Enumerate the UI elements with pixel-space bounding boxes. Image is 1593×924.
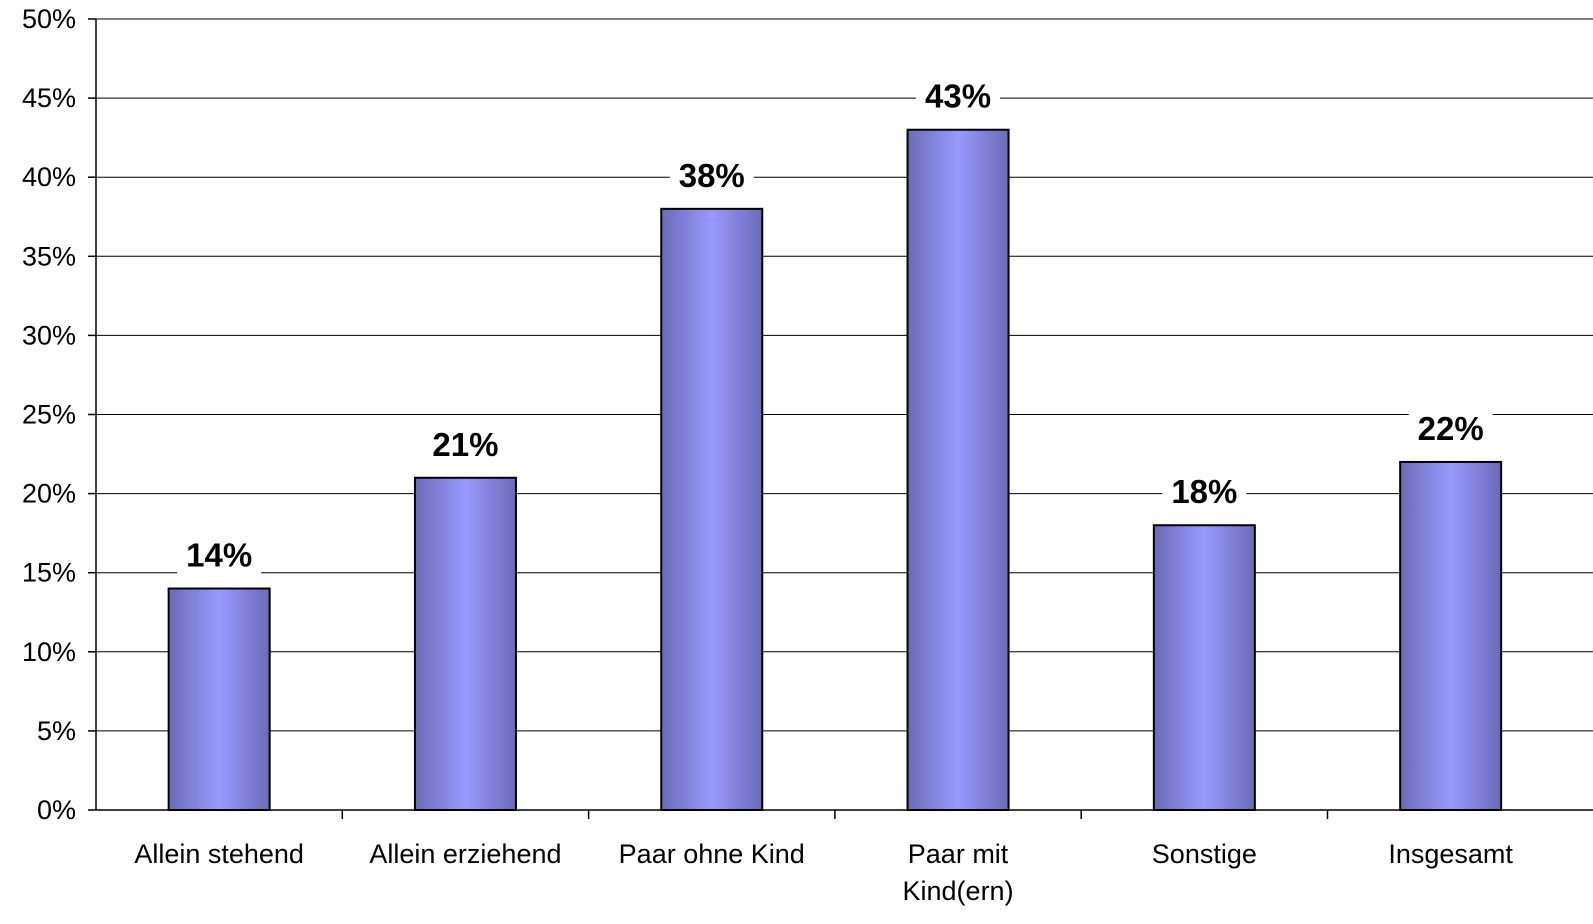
- bar: [1152, 524, 1256, 811]
- x-category-label-line: Allein erziehend: [369, 839, 561, 869]
- y-tick-label: 35%: [22, 241, 76, 271]
- x-category-label: Paar ohne Kind: [619, 839, 805, 869]
- bars: [167, 128, 1503, 812]
- x-category-label: Paar mit Kind(ern): [903, 839, 1014, 906]
- bar: [906, 128, 1010, 812]
- x-category-label: Allein stehend: [134, 839, 304, 869]
- x-category-label-line: Paar mit: [908, 839, 1009, 869]
- data-label-background: [423, 421, 508, 466]
- data-labels: 14% 21% 38% 43% 18% 22%: [177, 73, 1493, 577]
- y-tick-label: 40%: [22, 162, 76, 192]
- bar: [1399, 460, 1503, 811]
- x-category-label-line: Kind(ern): [903, 876, 1014, 906]
- y-tick-label: 10%: [22, 637, 76, 667]
- data-label-background: [1408, 405, 1493, 450]
- x-category-label: Insgesamt: [1388, 839, 1513, 869]
- y-tick-label: 0%: [37, 795, 76, 825]
- x-category-label-line: Insgesamt: [1388, 839, 1513, 869]
- bar: [167, 587, 271, 812]
- data-label: 22%: [1418, 410, 1484, 447]
- x-axis: Allein stehend Allein erziehend Paar ohne …: [95, 19, 1593, 906]
- y-tick-label: 45%: [22, 83, 76, 113]
- data-label-background: [669, 152, 754, 197]
- y-tick-label: 15%: [22, 558, 76, 588]
- data-label: 18%: [1171, 473, 1237, 510]
- data-label-background: [916, 73, 1001, 118]
- y-tick-label: 20%: [22, 479, 76, 509]
- x-category-label-line: Allein stehend: [134, 839, 304, 869]
- data-label: 38%: [679, 157, 745, 194]
- x-category-label: Sonstige: [1152, 839, 1257, 869]
- x-category-label: Allein erziehend: [369, 839, 561, 869]
- data-label-background: [1162, 469, 1247, 514]
- y-tick-label: 30%: [22, 320, 76, 350]
- y-tick-label: 5%: [37, 716, 76, 746]
- y-tick-label: 50%: [22, 4, 76, 34]
- data-label: 43%: [925, 78, 991, 115]
- bar: [660, 207, 764, 811]
- data-label: 14%: [186, 537, 252, 574]
- bar: [413, 476, 517, 811]
- data-label-background: [177, 532, 262, 577]
- x-category-label-line: Sonstige: [1152, 839, 1257, 869]
- x-category-label-line: Paar ohne Kind: [619, 839, 805, 869]
- y-axis-ticks: 0% 5% 10% 15% 20% 25% 30% 35% 40% 45% 50%: [22, 4, 96, 825]
- data-label: 21%: [432, 426, 498, 463]
- y-tick-label: 25%: [22, 400, 76, 430]
- gridlines: [96, 18, 1593, 732]
